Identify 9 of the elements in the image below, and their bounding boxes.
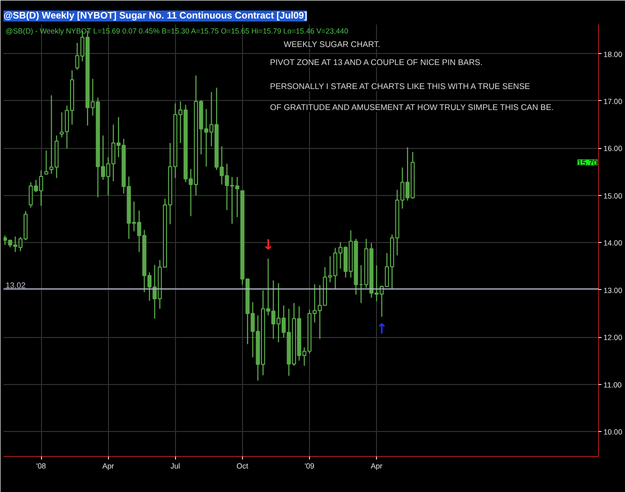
chart-title: @SB(D) Weekly [NYBOT] Sugar No. 11 Continuous Contract [Jul09]	[4, 10, 308, 22]
ref-line-label: 13.02	[6, 280, 26, 290]
annotation: ↓	[262, 238, 274, 254]
annotation: 15.70	[577, 158, 598, 168]
annotation: PIVOT ZONE AT 13 AND A COUPLE OF NICE PIN BARS.	[270, 58, 483, 68]
annotation: WEEKLY SUGAR CHART.	[284, 40, 380, 49]
annotation: PERSONALLY I STARE AT CHARTS LIKE THIS WITH A TRUE SENSE	[270, 82, 531, 92]
annotation: ↑	[376, 322, 388, 338]
annotation: OF GRATITUDE AND AMUSEMENT AT HOW TRULY SIMPLE THIS CAN BE.	[270, 102, 554, 112]
